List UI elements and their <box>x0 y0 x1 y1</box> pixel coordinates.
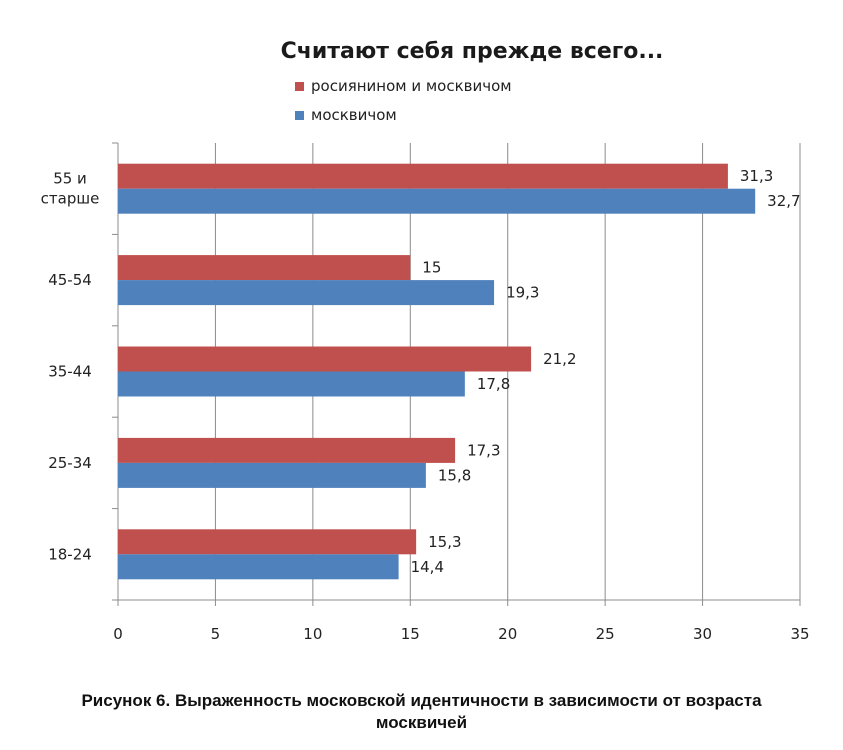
legend-swatch-1 <box>295 82 304 91</box>
legend-label-2: москвичом <box>311 106 397 124</box>
category-label: 35-44 <box>48 363 92 381</box>
bar-red <box>118 346 532 372</box>
category-label: 45-54 <box>48 271 92 289</box>
data-label: 17,8 <box>477 375 510 393</box>
bar-blue <box>118 554 399 580</box>
bar-blue <box>118 188 756 214</box>
x-tick-label: 35 <box>790 625 809 643</box>
x-tick-label: 5 <box>211 625 221 643</box>
category-label: 25-34 <box>48 454 92 472</box>
x-tick-label: 10 <box>303 625 322 643</box>
figure-caption: Рисунок 6. Выраженность московской идент… <box>0 690 843 734</box>
category-label: 55 и старше <box>41 170 100 208</box>
legend-swatch-2 <box>295 111 304 120</box>
data-label: 14,4 <box>411 558 444 576</box>
x-tick-label: 25 <box>596 625 615 643</box>
caption-line-1: Рисунок 6. Выраженность московской идент… <box>81 691 762 710</box>
data-label: 31,3 <box>740 167 773 185</box>
data-label: 17,3 <box>467 441 500 459</box>
x-tick-label: 30 <box>693 625 712 643</box>
legend-label-1: росиянином и москвичом <box>311 77 512 95</box>
bar-red <box>118 437 456 463</box>
bar-chart: Считают себя прежде всего... росиянином и… <box>41 39 810 643</box>
data-label: 19,3 <box>506 284 539 302</box>
bar-red <box>118 529 417 555</box>
x-tick-label: 15 <box>401 625 420 643</box>
bar-blue <box>118 462 426 488</box>
category-label: 18-24 <box>48 545 92 563</box>
bar-blue <box>118 280 495 306</box>
bar-blue <box>118 371 465 397</box>
data-label: 15 <box>422 259 441 277</box>
data-label: 32,7 <box>767 192 800 210</box>
x-tick-label: 20 <box>498 625 517 643</box>
chart-area: Считают себя прежде всего... росиянином и… <box>40 39 810 643</box>
data-label: 15,3 <box>428 533 461 551</box>
caption-line-2: москвичей <box>375 713 468 732</box>
bar-red <box>118 255 411 281</box>
bar-red <box>118 163 728 189</box>
x-tick-label: 0 <box>113 625 123 643</box>
data-label: 15,8 <box>438 466 471 484</box>
data-label: 21,2 <box>543 350 576 368</box>
chart-title: Считают себя прежде всего... <box>281 39 664 64</box>
